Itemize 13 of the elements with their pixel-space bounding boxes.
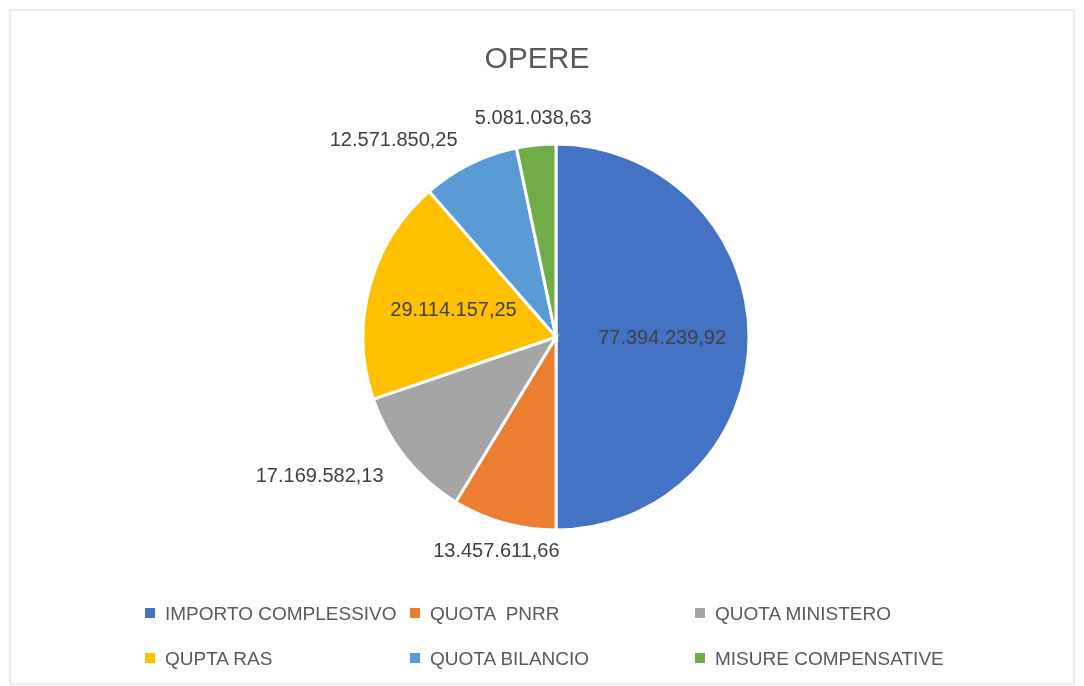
legend-label: QUOTA PNRR <box>430 602 560 624</box>
legend-label: IMPORTO COMPLESSIVO <box>165 602 397 624</box>
data-label: 77.394.239,92 <box>598 326 727 348</box>
legend-label: QUOTA BILANCIO <box>430 647 590 669</box>
data-label: 17.169.582,13 <box>255 464 384 487</box>
legend-label: MISURE COMPENSATIVE <box>715 647 944 669</box>
data-label: 12.571.850,25 <box>329 128 458 151</box>
legend-label: QUOTA MINISTERO <box>715 602 891 624</box>
data-label: 13.457.611,66 <box>433 538 560 561</box>
chart-title: OPERE <box>484 41 590 74</box>
legend-label: QUPTA RAS <box>165 647 273 669</box>
data-label: 29.114.157,25 <box>390 298 517 321</box>
data-label: 5.081.038,63 <box>474 106 592 129</box>
